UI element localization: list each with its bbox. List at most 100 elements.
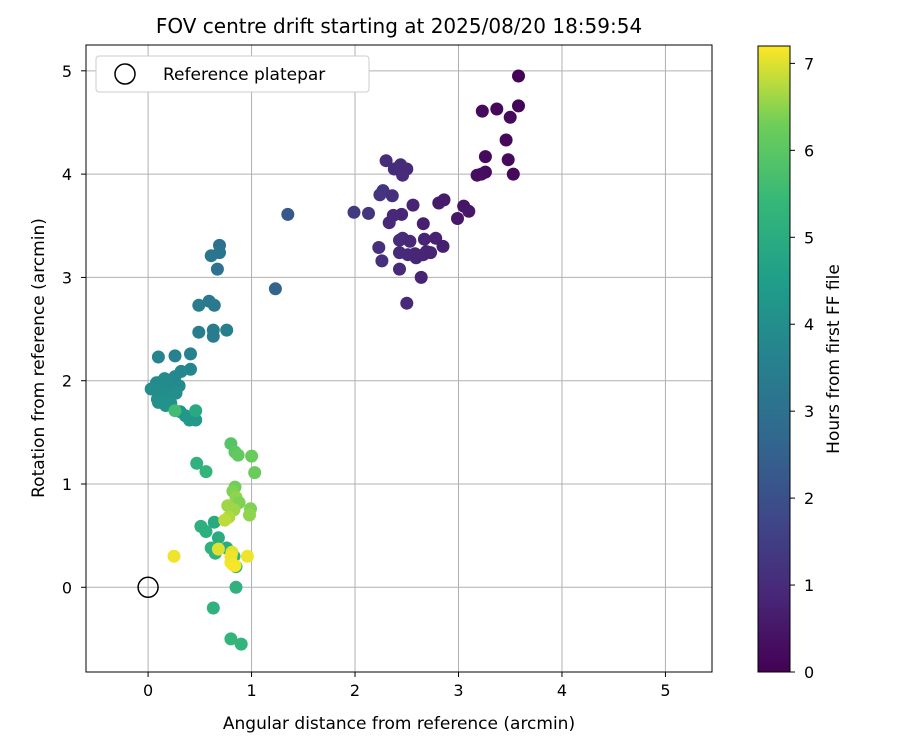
data-point <box>248 466 262 480</box>
legend-label: Reference platepar <box>163 65 325 85</box>
data-point <box>409 251 423 265</box>
data-point <box>218 513 232 527</box>
data-point <box>474 167 488 181</box>
colorbar-tick-label: 4 <box>804 315 814 334</box>
data-point <box>414 270 428 284</box>
data-point <box>245 449 259 463</box>
x-tick-label: 5 <box>660 681 670 700</box>
data-point <box>224 632 238 646</box>
data-point <box>379 154 393 168</box>
x-tick-label: 3 <box>453 681 463 700</box>
data-point <box>417 232 431 246</box>
colorbar-tick-label: 7 <box>804 54 814 73</box>
colorbar-tick-label: 1 <box>804 576 814 595</box>
data-point <box>220 323 234 337</box>
data-point <box>406 198 420 212</box>
data-point <box>499 133 513 147</box>
colorbar-label: Hours from first FF file <box>824 264 844 454</box>
data-point <box>169 386 183 400</box>
data-point <box>228 559 242 573</box>
data-point <box>210 262 224 276</box>
data-point <box>393 262 406 276</box>
data-point <box>396 168 410 182</box>
x-axis-label: Angular distance from reference (arcmin) <box>223 714 575 734</box>
data-point <box>385 189 399 203</box>
data-point <box>151 350 165 364</box>
data-point <box>512 69 525 83</box>
x-tick-label: 4 <box>557 681 567 700</box>
data-point <box>400 296 414 310</box>
data-point <box>168 404 182 418</box>
y-tick-label: 3 <box>62 268 72 287</box>
data-point <box>403 234 417 248</box>
data-point <box>190 456 204 470</box>
data-point <box>501 153 515 167</box>
data-point <box>192 325 206 339</box>
reference-platepar-marker <box>137 576 159 599</box>
data-point <box>347 205 361 219</box>
x-tick-label: 0 <box>143 681 153 700</box>
legend-box <box>95 55 370 93</box>
data-point <box>189 404 203 418</box>
legend: Reference platepar <box>95 55 370 93</box>
colorbar-tick-label: 5 <box>804 228 814 247</box>
data-point <box>207 298 221 312</box>
data-point <box>184 347 197 361</box>
data-point <box>512 99 525 113</box>
data-point <box>451 212 464 225</box>
data-point <box>362 206 375 220</box>
y-tick-label: 1 <box>62 475 72 494</box>
y-tick-label: 2 <box>62 372 72 391</box>
data-point <box>372 241 386 254</box>
plot-border <box>85 44 713 673</box>
data-point <box>240 549 254 563</box>
data-point <box>207 515 221 529</box>
data-point <box>211 531 225 545</box>
colorbar-ticks: 0 1 2 3 4 5 6 7 <box>790 54 814 682</box>
data-point <box>382 216 396 230</box>
plot-area: 0 1 2 3 4 5 0 1 2 3 4 5 <box>62 44 713 700</box>
data-point <box>243 508 256 522</box>
colorbar: 0 1 2 3 4 5 6 7 Hours from first FF file <box>757 45 844 682</box>
y-tick-label: 4 <box>62 165 72 184</box>
data-point <box>503 110 517 124</box>
data-point <box>206 601 220 615</box>
data-point <box>199 465 213 479</box>
colorbar-tick-label: 6 <box>804 141 814 160</box>
y-axis-label: Rotation from reference (arcmin) <box>29 218 49 498</box>
data-point <box>424 246 438 260</box>
x-tick-label: 1 <box>246 681 256 700</box>
data-point <box>192 298 206 312</box>
colorbar-tick-label: 3 <box>804 402 814 421</box>
colorbar-gradient <box>757 45 791 673</box>
data-point <box>432 196 446 210</box>
data-point <box>234 637 248 651</box>
chart-title: FOV centre drift starting at 2025/08/20 … <box>156 14 642 38</box>
data-point <box>281 207 295 221</box>
data-point <box>189 413 203 427</box>
data-point <box>229 580 243 594</box>
data-point <box>416 217 430 231</box>
data-point <box>268 282 282 296</box>
data-point <box>393 233 406 247</box>
data-point <box>199 525 213 538</box>
data-point <box>393 246 406 260</box>
colorbar-tick-label: 2 <box>804 489 814 508</box>
data-point <box>231 448 245 462</box>
data-points <box>144 69 525 651</box>
data-point <box>490 102 504 116</box>
data-point <box>204 249 218 263</box>
data-point <box>436 239 450 253</box>
colorbar-tick-label: 0 <box>804 663 814 682</box>
data-point <box>478 150 492 164</box>
y-tick-label: 5 <box>62 62 72 81</box>
data-point <box>167 549 181 563</box>
y-axis-ticks: 0 1 2 3 4 5 <box>62 62 86 597</box>
legend-marker-hollow-circle <box>114 63 136 85</box>
data-point <box>475 104 489 118</box>
data-point <box>462 204 476 218</box>
data-point <box>211 542 225 556</box>
x-tick-label: 2 <box>350 681 360 700</box>
data-point <box>206 329 220 343</box>
